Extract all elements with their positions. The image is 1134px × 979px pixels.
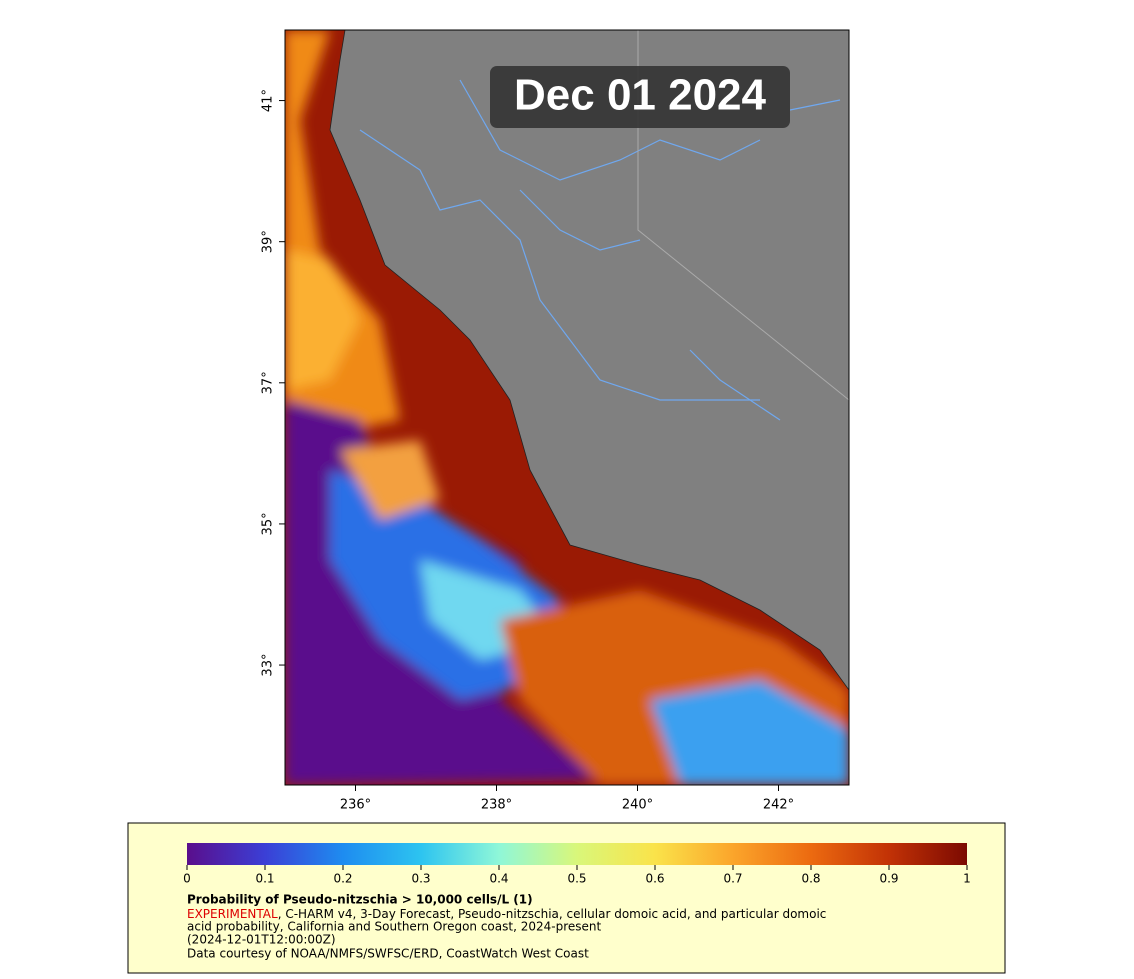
description-line: acid probability, California and Souther…	[187, 920, 601, 934]
y-tick-label: 39°	[261, 230, 276, 253]
x-tick-label: 242°	[763, 798, 794, 813]
colorbar-tick-label: 0.5	[567, 872, 586, 886]
colorbar-tick-label: 0.6	[645, 872, 664, 886]
credit: Data courtesy of NOAA/NMFS/SWFSC/ERD, Co…	[187, 947, 589, 961]
colorbar-title: Probability of Pseudo-nitzschia > 10,000…	[187, 893, 533, 907]
flag: EXPERIMENTAL	[187, 907, 278, 921]
colorbar-tick-label: 0.2	[333, 872, 352, 886]
colorbar-tick-label: 0	[183, 872, 191, 886]
x-tick-label: 236°	[340, 798, 371, 813]
date-label: Dec 01 2024	[514, 71, 767, 120]
y-tick-label: 35°	[261, 512, 276, 535]
colorbar-tick-label: 0.1	[255, 872, 274, 886]
map-plot	[285, 30, 849, 785]
description-line: , C-HARM v4, 3-Day Forecast, Pseudo-nitz…	[278, 907, 827, 921]
y-tick-label: 37°	[261, 371, 276, 394]
y-tick-label: 41°	[261, 89, 276, 112]
time-label: (2024-12-01T12:00:00Z)	[187, 933, 336, 947]
x-tick-label: 240°	[622, 798, 653, 813]
colorbar	[187, 843, 967, 865]
colorbar-tick-label: 0.3	[411, 872, 430, 886]
colorbar-tick-label: 0.9	[879, 872, 898, 886]
colorbar-tick-label: 0.7	[723, 872, 742, 886]
map-frame	[284, 29, 850, 786]
colorbar-tick-label: 0.4	[489, 872, 508, 886]
date-box	[490, 66, 790, 128]
colorbar-tick-label: 0.8	[801, 872, 820, 886]
colorbar-tick-label: 1	[963, 872, 971, 886]
x-tick-label: 238°	[481, 798, 512, 813]
description: EXPERIMENTAL, C-HARM v4, 3-Day Forecast,…	[187, 907, 826, 921]
y-tick-label: 33°	[261, 654, 276, 677]
